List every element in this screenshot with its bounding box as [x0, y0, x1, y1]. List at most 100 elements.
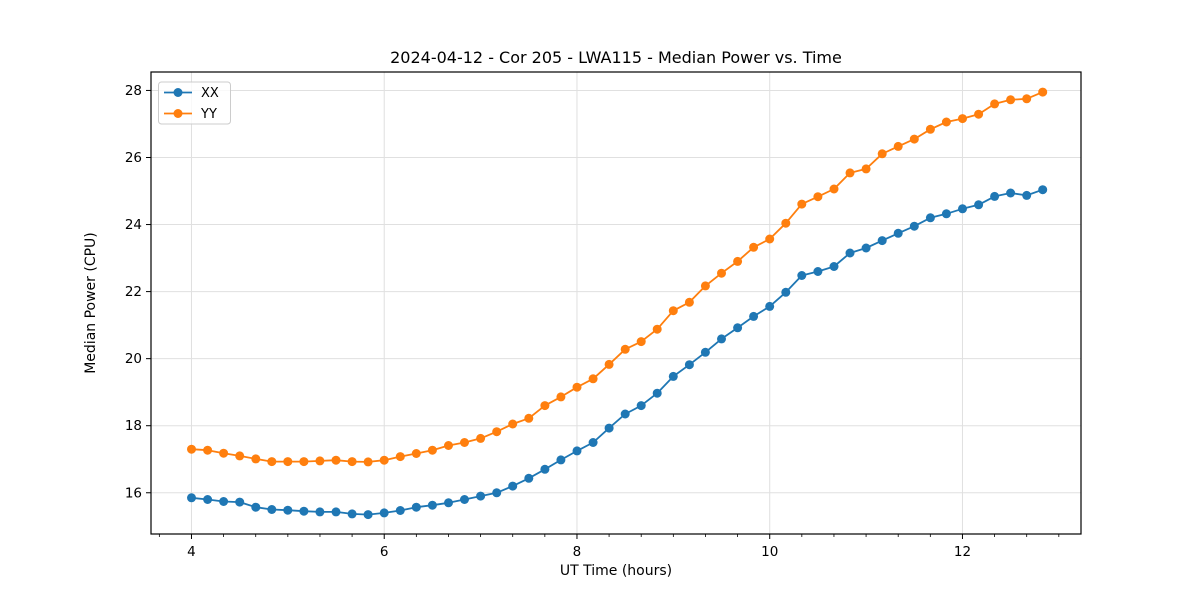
legend-label: XX [201, 86, 219, 101]
data-point-YY [411, 449, 421, 458]
data-point-XX [411, 502, 421, 512]
y-tick-label: 24 [125, 217, 142, 233]
data-point-YY [717, 268, 726, 278]
data-point-YY [1006, 95, 1016, 105]
data-point-YY [765, 234, 775, 244]
data-point-YY [797, 199, 807, 209]
x-tick-label: 6 [380, 544, 389, 560]
data-point-YY [941, 117, 951, 127]
y-tick-label: 20 [125, 351, 142, 367]
data-point-YY [219, 448, 229, 458]
data-point-YY [1022, 94, 1032, 104]
data-point-YY [203, 445, 213, 455]
data-point-YY [347, 457, 357, 467]
x-axis-label: UT Time (hours) [559, 563, 673, 579]
data-point-XX [604, 423, 614, 433]
data-point-YY [572, 382, 582, 392]
data-point-XX [508, 481, 518, 491]
data-point-YY [460, 438, 469, 447]
y-axis-label: Median Power (CPU) [83, 232, 99, 374]
series-XX [187, 185, 1048, 520]
data-point-YY [315, 456, 325, 466]
series-line-YY [191, 91, 1044, 463]
legend-entry-XX: XX [164, 86, 219, 101]
legend-marker [173, 88, 183, 97]
data-point-YY [444, 441, 453, 450]
data-point-XX [941, 209, 951, 219]
x-tick-label: 4 [187, 544, 196, 560]
data-point-YY [925, 124, 935, 134]
data-point-XX [845, 248, 855, 258]
data-point-XX [556, 455, 566, 465]
data-point-XX [427, 500, 437, 510]
series-YY [187, 87, 1048, 467]
chart-title: 2024-04-12 - Cor 205 - LWA115 - Median P… [390, 48, 842, 67]
data-point-XX [893, 228, 903, 238]
data-point-YY [636, 337, 646, 347]
data-point-YY [331, 455, 341, 465]
data-point-XX [668, 371, 678, 381]
data-point-YY [251, 454, 261, 464]
gridlines [151, 72, 1081, 534]
data-point-YY [556, 392, 566, 402]
data-point-XX [219, 497, 229, 506]
data-point-YY [700, 281, 710, 291]
legend-entry-YY: YY [164, 107, 217, 122]
data-point-XX [1038, 185, 1048, 195]
y-tick-label: 22 [125, 284, 142, 300]
data-point-XX [315, 507, 325, 517]
data-point-XX [797, 271, 807, 280]
x-tick-label: 12 [954, 544, 971, 560]
y-axis: 16 18 20 22 24 26 28 [125, 83, 151, 501]
data-point-YY [299, 457, 309, 467]
data-point-XX [781, 287, 791, 297]
data-point-YY [958, 114, 967, 124]
data-point-XX [749, 311, 759, 321]
data-point-XX [524, 473, 534, 483]
data-point-YY [909, 134, 919, 144]
data-point-YY [781, 218, 791, 228]
data-point-YY [379, 455, 389, 465]
data-point-YY [668, 306, 678, 316]
data-point-YY [620, 344, 630, 354]
data-point-XX [460, 495, 469, 504]
data-point-YY [1038, 87, 1048, 97]
series-line-XX [191, 188, 1044, 516]
data-point-XX [717, 334, 726, 344]
data-point-YY [829, 184, 839, 194]
data-point-YY [893, 141, 903, 151]
data-point-YY [588, 374, 598, 384]
data-point-XX [1022, 190, 1032, 200]
x-axis: 4 6 8 10 12 [158, 534, 1060, 560]
legend-box [158, 81, 231, 125]
data-point-YY [235, 451, 245, 461]
data-point-XX [861, 243, 871, 253]
data-point-YY [877, 149, 887, 159]
data-point-YY [524, 413, 534, 423]
data-point-YY [813, 192, 823, 202]
data-point-XX [347, 509, 357, 519]
data-point-XX [187, 493, 196, 503]
x-tick-label: 8 [573, 544, 582, 560]
data-point-YY [974, 109, 984, 119]
data-point-XX [1006, 188, 1016, 198]
data-point-XX [733, 323, 743, 333]
axes-border [150, 71, 1082, 535]
data-point-YY [283, 457, 293, 467]
y-tick-label: 28 [125, 83, 142, 99]
y-tick-label: 26 [125, 150, 142, 166]
data-point-XX [813, 267, 823, 276]
data-point-YY [476, 433, 486, 443]
data-point-YY [604, 359, 614, 369]
y-tick-label: 16 [125, 485, 142, 501]
data-point-XX [267, 505, 277, 514]
data-point-XX [476, 491, 486, 501]
data-point-XX [636, 401, 646, 411]
data-point-YY [540, 401, 550, 411]
data-point-YY [395, 452, 405, 462]
data-point-XX [700, 347, 710, 357]
legend-marker [173, 109, 183, 118]
data-point-XX [958, 204, 967, 214]
data-point-YY [508, 419, 518, 429]
data-point-XX [829, 262, 839, 271]
